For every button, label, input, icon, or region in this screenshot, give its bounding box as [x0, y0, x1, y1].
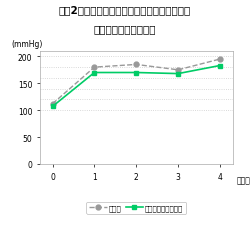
- 基本食: [218, 58, 222, 61]
- Text: クロレラエキスの影音: クロレラエキスの影音: [94, 24, 156, 34]
- 基本食: [51, 103, 54, 106]
- クロレラエキス添加: [93, 72, 96, 74]
- 基本食: [135, 64, 138, 67]
- Line: 基本食: 基本食: [50, 57, 222, 107]
- Line: クロレラエキス添加: クロレラエキス添加: [50, 64, 222, 109]
- クロレラエキス添加: [135, 72, 138, 74]
- 基本食: [176, 69, 180, 72]
- Text: (mmHg): (mmHg): [11, 39, 42, 48]
- Text: 『図2』高血圧自然発症ラットの血圧に及ぼす: 『図2』高血圧自然発症ラットの血圧に及ぼす: [59, 6, 191, 16]
- Text: （週）: （週）: [236, 176, 250, 184]
- クロレラエキス添加: [176, 73, 180, 76]
- クロレラエキス添加: [51, 106, 54, 108]
- Legend: 基本食, クロレラエキス添加: 基本食, クロレラエキス添加: [86, 202, 186, 214]
- クロレラエキス添加: [218, 65, 222, 68]
- 基本食: [93, 66, 96, 69]
